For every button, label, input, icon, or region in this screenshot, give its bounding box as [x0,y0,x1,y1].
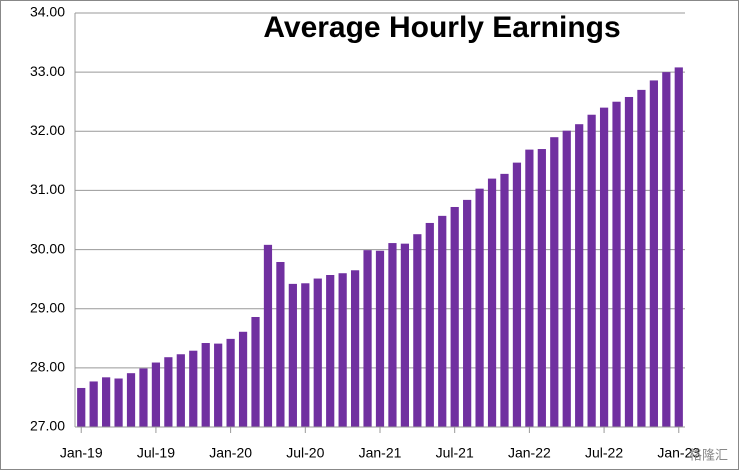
bar [338,273,347,427]
bar [388,243,397,427]
bar [363,250,372,427]
x-tick-label: Jul-22 [585,445,623,461]
bar [164,357,173,427]
bar [276,261,285,427]
bar [562,130,571,428]
bar [537,149,546,427]
bar [77,387,86,427]
bar [326,275,335,427]
bar [89,381,98,427]
bar [662,72,671,428]
y-tick-label: 29.00 [30,299,65,315]
bar [475,188,484,427]
bar [151,362,161,427]
bar [139,368,148,427]
bar [575,124,584,427]
bar [214,343,223,427]
bar [263,244,273,427]
bar [189,350,198,427]
y-tick-label: 28.00 [30,359,65,375]
bar [438,215,447,427]
bar [500,173,509,427]
bar [674,67,683,427]
bar [288,283,297,427]
bar [463,199,472,427]
bar [624,96,634,428]
x-tick-label: Jul-19 [137,445,175,461]
bar [176,354,185,427]
bar [126,373,136,427]
bar [251,316,260,427]
bar [612,101,621,427]
bar [413,234,422,427]
bar [512,162,522,428]
y-tick-label: 34.00 [30,4,65,20]
bar [375,250,385,427]
y-tick-label: 30.00 [30,240,65,256]
bar [350,270,360,427]
x-tick-label: Jul-20 [286,445,324,461]
x-tick-label: Jan-20 [209,445,252,461]
watermark: 格隆汇 [689,447,728,462]
bar [226,338,235,427]
bar [450,206,459,427]
y-tick-label: 31.00 [30,181,65,197]
bar [550,137,559,427]
bar [301,283,310,427]
y-tick-label: 33.00 [30,63,65,79]
bar [587,114,596,428]
x-tick-label: Jul-21 [436,445,474,461]
bar [599,107,609,427]
bar [400,243,410,427]
x-tick-label: Jan-21 [359,445,402,461]
bar [425,222,434,427]
x-tick-label: Jan-22 [508,445,551,461]
bar [637,89,646,427]
y-tick-label: 27.00 [30,418,65,434]
bar [201,343,210,427]
bar [525,149,534,427]
x-tick-label: Jan-23 [657,445,700,461]
bar [102,377,111,427]
bar [313,278,322,427]
bar [114,378,123,427]
y-tick-label: 32.00 [30,122,65,138]
chart-title: Average Hourly Earnings [263,11,620,44]
bar [649,80,658,428]
bar [238,331,248,427]
bar [487,178,497,427]
x-tick-label: Jan-19 [60,445,103,461]
